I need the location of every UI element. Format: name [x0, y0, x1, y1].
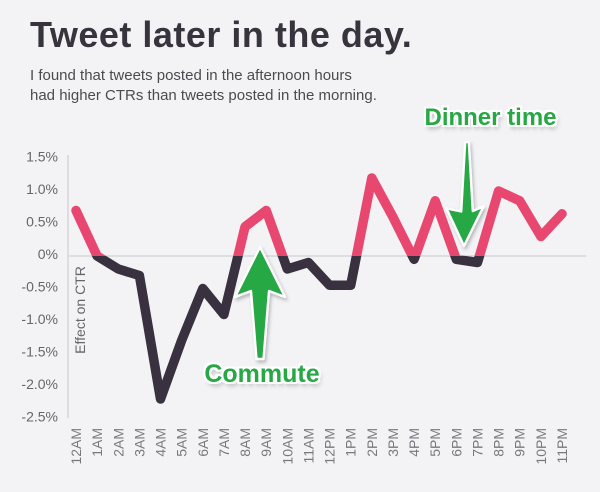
y-tick-label: 0.5%	[26, 214, 58, 230]
x-tick-label: 2AM	[110, 428, 126, 457]
x-tick-label: 1AM	[89, 428, 105, 457]
x-tick-label: 10PM	[533, 428, 549, 465]
annotation-commute: Commute	[204, 360, 320, 388]
y-tick-label: -1.0%	[21, 311, 58, 327]
x-axis-tick-labels: 12AM 1AM 2AM 3AM 4AM 5AM 6AM 7AM 8AM 9AM 10AM 11AM 1…	[68, 428, 570, 465]
chart-header: Tweet later in the day. I found that twe…	[30, 14, 412, 105]
x-tick-label: 8AM	[237, 428, 253, 457]
y-axis-title: Effect on CTR	[72, 266, 88, 354]
y-axis-tick-labels: 1.5% 1.0% 0.5% 0% -0.5% -1.0% -1.5% -2.0% -2.5%	[21, 149, 58, 425]
ctr-line-positive-segment	[71, 173, 567, 256]
annotation-dinner-time: Dinner time	[424, 104, 557, 131]
x-tick-label: 4AM	[153, 428, 169, 457]
commute-up-arrow-icon	[233, 245, 287, 361]
x-tick-label: 2PM	[364, 428, 380, 457]
page-title: Tweet later in the day.	[30, 14, 413, 55]
x-tick-label: 3PM	[385, 428, 401, 457]
x-tick-label: 6AM	[195, 428, 211, 457]
x-tick-label: 12AM	[68, 428, 84, 465]
x-tick-label: 8PM	[491, 428, 507, 457]
ctr-line-negative-segment	[91, 256, 485, 404]
x-tick-label: 11AM	[300, 428, 316, 464]
x-tick-label: 6PM	[448, 428, 464, 457]
y-tick-label: 1.5%	[26, 149, 58, 165]
x-tick-label: 12PM	[322, 428, 338, 465]
x-tick-label: 4PM	[406, 428, 422, 457]
dinner-time-down-arrow-icon	[445, 140, 485, 248]
y-tick-label: -1.5%	[21, 344, 58, 360]
x-tick-label: 7AM	[216, 428, 232, 457]
x-tick-label: 11PM	[554, 428, 570, 464]
y-tick-label: -2.0%	[21, 376, 58, 392]
x-tick-label: 5PM	[427, 428, 443, 457]
y-tick-label: -2.5%	[21, 409, 58, 425]
x-tick-label: 9PM	[512, 428, 528, 457]
x-tick-label: 7PM	[470, 428, 486, 457]
subtitle-line-2: had higher CTRs than tweets posted in th…	[30, 86, 377, 104]
x-tick-label: 5AM	[174, 428, 190, 457]
x-tick-label: 1PM	[343, 428, 359, 457]
subtitle-line-1: I found that tweets posted in the aftern…	[30, 67, 352, 84]
x-tick-label: 9AM	[258, 428, 274, 457]
y-tick-label: -0.5%	[21, 279, 58, 295]
x-tick-label: 3AM	[131, 428, 147, 457]
y-tick-label: 1.0%	[26, 181, 58, 197]
y-tick-label: 0%	[38, 246, 58, 262]
page-subtitle: I found that tweets posted in the aftern…	[30, 66, 412, 105]
x-tick-label: 10AM	[279, 428, 295, 465]
